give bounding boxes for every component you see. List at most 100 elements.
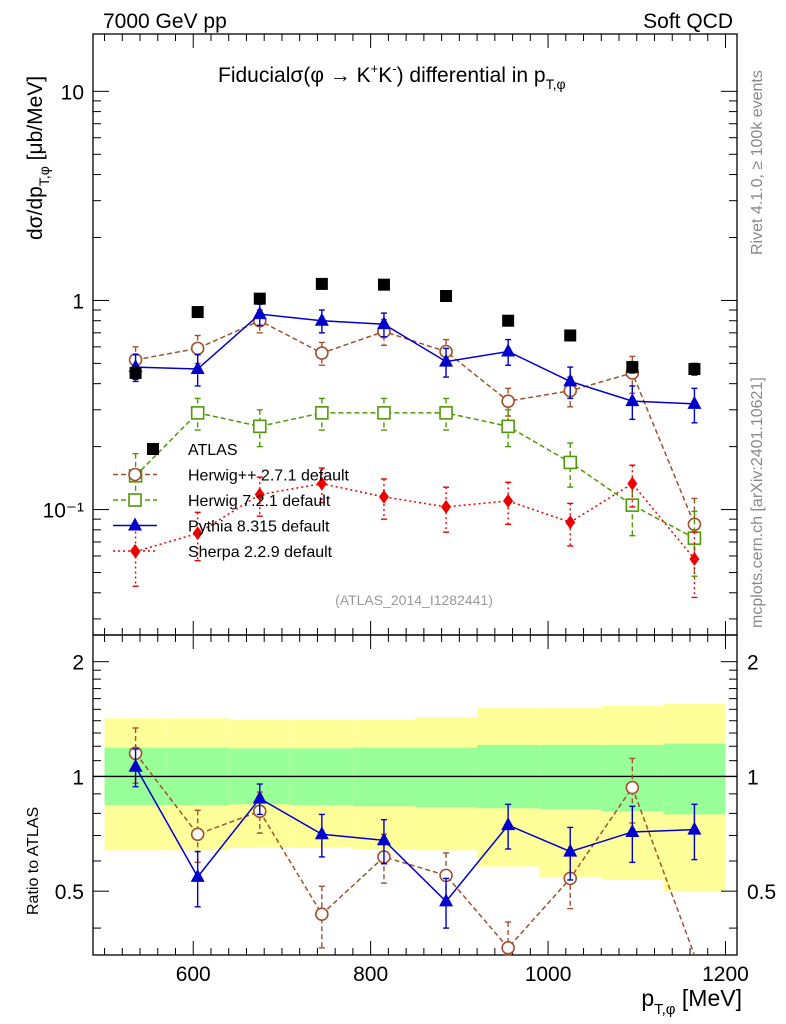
ratio-ylabel: Ratio to ATLAS: [25, 807, 42, 915]
ylabel-unit: [μb/MeV]: [24, 76, 47, 166]
data-point: [501, 941, 515, 955]
data-point: [625, 780, 640, 795]
ratio-y-tick-label-right: 0.5: [747, 881, 776, 904]
data-point: [563, 843, 578, 857]
title-k2-sup: -: [392, 61, 396, 76]
legend-marker: [128, 517, 142, 531]
analysis-watermark: (ATLAS_2014_I1282441): [335, 592, 493, 608]
main-series-pythia-8-315-default: [128, 303, 702, 424]
data-point: [688, 363, 701, 376]
data-point: [439, 406, 453, 420]
legend-label: ATLAS: [188, 442, 238, 459]
x-tick-label: 1000: [525, 963, 572, 986]
data-point: [563, 373, 578, 387]
series-line: [135, 482, 696, 560]
xlabel-unit: [MeV]: [676, 985, 742, 1011]
ratio-y-tick-label-right: 1: [747, 766, 759, 789]
data-point: [314, 826, 329, 840]
data-point: [501, 394, 515, 408]
ylabel-sub: T,φ: [36, 166, 52, 186]
data-point: [254, 487, 265, 502]
data-point: [314, 312, 329, 326]
legend-marker: [130, 544, 140, 558]
ratio-band-inner: [415, 747, 478, 808]
x-tick-label: 600: [176, 963, 211, 986]
data-point: [503, 493, 514, 508]
legend-label: Herwig++ 2.7.1 default: [188, 468, 350, 485]
data-point: [190, 341, 205, 356]
data-point: [315, 907, 329, 922]
xlabel-main: p: [641, 985, 654, 1011]
mcplots-label: mcplots.cern.ch [arXiv:2401.10621]: [749, 377, 766, 628]
main-series-herwig-2-7-1-default: [128, 309, 702, 562]
series-line: [135, 313, 695, 405]
legend: ATLAS Herwig++ 2.7.1 default Herwig 7.2.1 …: [113, 442, 350, 561]
data-point: [315, 346, 329, 360]
data-point: [190, 868, 205, 882]
data-point: [501, 343, 516, 357]
series-line: [134, 766, 695, 903]
rivet-label: Rivet 4.1.0, ≥ 100k events: [749, 70, 766, 255]
data-point: [440, 290, 453, 303]
process-label: Soft QCD: [643, 10, 733, 33]
main-ylabel: dσ/dpT,φ [μb/MeV]: [24, 76, 52, 240]
y-tick-label: 10⁻¹: [43, 500, 84, 523]
data-point: [564, 329, 577, 342]
legend-entry: Herwig 7.2.1 default: [113, 493, 331, 510]
data-point: [192, 526, 203, 541]
main-panel: 10 1 10⁻¹: [43, 33, 738, 649]
data-point: [689, 552, 700, 567]
data-point: [687, 821, 702, 835]
legend-entry: Herwig++ 2.7.1 default: [113, 468, 350, 485]
data-point: [252, 306, 267, 320]
ratio-y-tick-label: 0.5: [55, 881, 84, 904]
data-point: [315, 277, 328, 290]
title-prefix: Fiducial: [218, 64, 290, 87]
data-point: [128, 758, 143, 772]
data-point: [315, 406, 329, 420]
energy-label: 7000 GeV pp: [103, 10, 227, 33]
data-point: [253, 292, 266, 305]
legend-marker: [128, 467, 142, 482]
data-point: [377, 406, 391, 420]
data-point: [687, 395, 702, 409]
data-point: [190, 827, 205, 842]
data-point: [377, 278, 390, 291]
legend-label: Herwig 7.2.1 default: [188, 493, 331, 510]
ylabel-main: dσ/dp: [24, 186, 47, 240]
series-line: [135, 319, 696, 525]
data-point: [376, 832, 391, 846]
xlabel-sub: T,φ: [654, 1001, 676, 1018]
ratio-series-pythia-8-315-default: [128, 748, 702, 929]
data-point: [501, 817, 516, 831]
data-point: [376, 316, 391, 330]
main-title: Fiducialσ(φ → K+K-) differential in pT,φ: [218, 61, 566, 92]
ratio-y-tick-label: 1: [72, 766, 84, 789]
data-point: [625, 393, 640, 407]
data-point: [441, 499, 452, 514]
ratio-y-tick-label-right: 2: [747, 652, 759, 675]
legend-entry: ATLAS: [147, 442, 238, 459]
data-point: [190, 406, 205, 420]
title-k1-sup: +: [371, 61, 379, 76]
data-point: [439, 353, 454, 367]
xlabel: pT,φ [MeV]: [641, 985, 742, 1018]
y-tick-label: 10: [61, 81, 84, 104]
data-point: [191, 306, 204, 319]
data-point: [129, 366, 142, 379]
ratio-frame: [92, 634, 738, 956]
title-suffix: ) differential in p: [397, 64, 546, 87]
legend-entry: Sherpa 2.2.9 default: [113, 544, 333, 561]
x-tick-label: 800: [353, 963, 388, 986]
legend-label: Sherpa 2.2.9 default: [188, 544, 333, 561]
data-point: [625, 498, 640, 512]
series-line: [134, 752, 696, 956]
data-point: [252, 790, 267, 804]
legend-label: Pythia 8.315 default: [188, 519, 330, 536]
title-k2: K: [378, 64, 392, 87]
title-sigma: σ(φ → K: [290, 64, 370, 87]
ratio-band-inner: [663, 743, 726, 815]
data-point: [378, 489, 389, 504]
data-point: [252, 419, 267, 434]
